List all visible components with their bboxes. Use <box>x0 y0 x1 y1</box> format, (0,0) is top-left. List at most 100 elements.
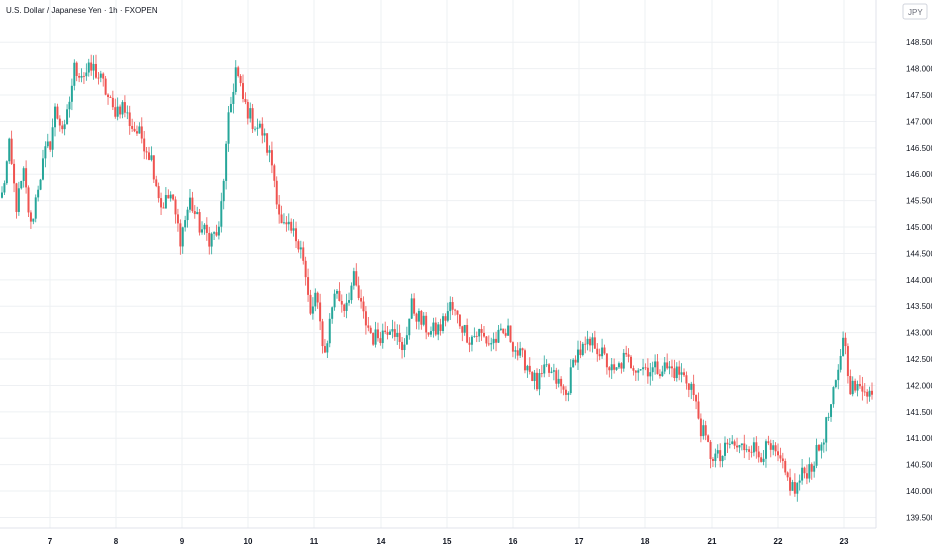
candle <box>369 325 372 334</box>
candle <box>119 104 122 119</box>
candle <box>834 379 837 389</box>
x-tick-label: 9 <box>180 537 185 546</box>
candle <box>70 78 73 111</box>
candle <box>858 375 861 389</box>
candle <box>273 163 276 188</box>
candle <box>251 103 254 133</box>
candle <box>263 128 266 143</box>
x-tick-label: 16 <box>509 537 518 546</box>
x-tick-label: 18 <box>641 537 650 546</box>
candle <box>198 209 201 236</box>
candle <box>711 457 714 467</box>
candle <box>574 355 577 366</box>
candle <box>54 103 57 137</box>
candle <box>608 366 611 378</box>
candle <box>507 318 510 336</box>
candle <box>458 313 461 329</box>
candle <box>256 118 259 136</box>
candle-series <box>1 54 873 502</box>
candle <box>670 359 673 378</box>
candle <box>470 335 473 352</box>
candle <box>849 369 852 395</box>
candle <box>764 439 767 468</box>
candle <box>543 355 546 378</box>
candle <box>550 367 553 374</box>
candle <box>302 241 305 265</box>
candle <box>328 313 331 348</box>
x-tick-label: 8 <box>114 537 119 546</box>
candle <box>750 445 753 458</box>
candle <box>646 358 649 384</box>
candle <box>617 361 620 369</box>
candle <box>78 73 81 83</box>
candle <box>871 382 873 400</box>
candle <box>285 216 288 232</box>
candle <box>10 130 13 165</box>
candle <box>104 75 107 96</box>
candle <box>832 386 835 408</box>
candle <box>181 226 184 254</box>
candle <box>44 141 47 168</box>
candle <box>408 318 411 340</box>
y-tick-label: 148.000 <box>906 65 932 74</box>
candle <box>675 362 678 382</box>
candle <box>133 121 136 133</box>
candle <box>99 70 102 83</box>
candle <box>167 189 170 199</box>
candle <box>304 256 307 286</box>
candle <box>442 313 445 334</box>
candle <box>605 353 608 375</box>
candle <box>323 338 326 354</box>
candle <box>825 416 828 452</box>
candle <box>97 72 100 85</box>
candle <box>307 268 310 302</box>
candle <box>622 349 625 372</box>
candle <box>220 192 223 233</box>
candle <box>538 369 541 396</box>
candle <box>357 276 360 301</box>
candle <box>555 367 558 390</box>
candle <box>244 92 247 105</box>
candle <box>128 105 131 135</box>
candle <box>391 319 394 339</box>
y-tick-label: 146.500 <box>906 144 932 153</box>
candle <box>560 376 563 394</box>
candle <box>439 318 442 336</box>
candle <box>32 218 35 225</box>
candle <box>179 219 182 255</box>
candle <box>121 100 124 119</box>
candle <box>20 180 23 190</box>
currency-button[interactable]: JPY <box>902 3 928 20</box>
y-tick-label: 144.500 <box>906 249 932 258</box>
candle <box>523 348 526 374</box>
candle <box>41 149 44 181</box>
candle <box>827 412 830 421</box>
candle <box>511 341 514 358</box>
candle <box>521 347 524 358</box>
candle <box>73 59 76 91</box>
candle <box>504 328 507 338</box>
candle <box>169 191 172 202</box>
candle <box>745 444 748 453</box>
candle <box>528 357 531 375</box>
x-tick-label: 23 <box>840 537 849 546</box>
candle <box>584 336 587 354</box>
candle <box>673 359 676 382</box>
candle <box>297 239 300 253</box>
candle <box>796 482 799 502</box>
candle <box>642 358 645 376</box>
candle <box>34 194 37 223</box>
candle <box>740 443 743 451</box>
candle <box>690 381 693 400</box>
candle <box>49 140 52 152</box>
candle <box>668 361 671 375</box>
candle <box>716 444 719 459</box>
candle <box>398 324 401 349</box>
candle <box>463 324 466 336</box>
candle <box>454 308 457 316</box>
candle <box>85 63 88 81</box>
candle <box>495 331 498 352</box>
candle <box>413 293 416 316</box>
candle <box>17 181 20 216</box>
candle <box>405 326 408 345</box>
